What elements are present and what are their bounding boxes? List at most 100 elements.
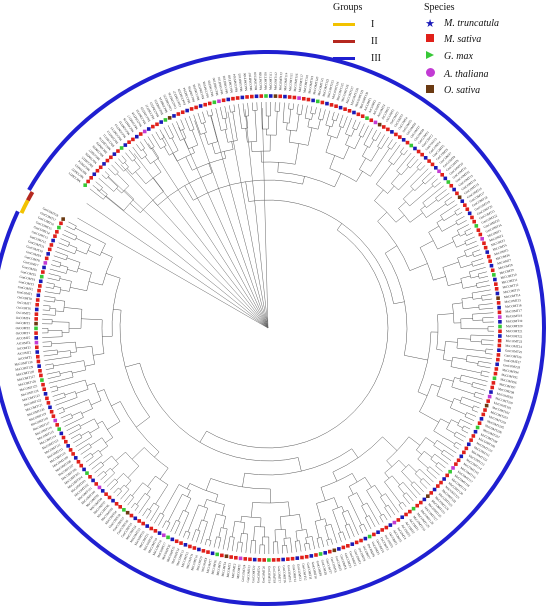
leaf-label: MsCOMT123: [326, 79, 335, 98]
leaf-marker: [71, 452, 75, 456]
leaf-marker: [489, 390, 493, 394]
leaf-label: MsCOMT115: [288, 73, 294, 92]
leaf-label: MtCOMT5: [216, 560, 223, 575]
leaf-marker: [100, 489, 105, 493]
leaf-marker: [123, 143, 128, 147]
leaf-marker: [34, 321, 38, 326]
leaf-label: MsCOMT99: [496, 392, 513, 401]
leaf-marker: [49, 243, 54, 247]
leaf-marker: [492, 376, 497, 381]
leaf-marker: [206, 550, 210, 554]
leaf-marker: [36, 293, 41, 298]
leaf-label: MsCOMT129: [15, 365, 34, 372]
leaf-label: MtCOMT4: [221, 561, 228, 576]
leaf-label: GmCOMT3: [18, 280, 34, 287]
leaf-marker: [42, 265, 46, 270]
leaf-marker: [464, 446, 469, 451]
leaf-marker: [176, 112, 181, 116]
leaf-marker: [360, 114, 365, 119]
leaf-label: GmCOMT14: [33, 225, 51, 236]
leaf-marker: [401, 138, 406, 142]
leaf-label: MsCOMT21: [506, 329, 523, 333]
leaf-marker: [271, 558, 276, 562]
leaf-marker: [338, 105, 343, 110]
leaf-label: GmCOMT21: [256, 565, 261, 583]
leaf-label: AtCOMT2: [368, 99, 378, 114]
leaf-marker: [332, 548, 337, 553]
leaf-label: MsCOMT103: [227, 74, 234, 93]
leaf-label: MsCOMT20: [506, 324, 523, 328]
leaf-label: MtCOMT7: [497, 258, 512, 266]
leaf-label: GmCOMT14: [291, 564, 297, 582]
leaf-label: AtCOMT3: [400, 524, 411, 538]
leaf-label: MsCOMT124: [331, 81, 340, 100]
leaf-marker: [304, 554, 309, 559]
leaf-label: AtCOMT3: [372, 101, 382, 116]
leaf-label: OsCOMT4: [16, 316, 31, 321]
leaf-marker: [493, 277, 497, 282]
leaf-marker: [419, 500, 423, 505]
leaf-marker: [252, 557, 257, 562]
leaf-marker: [119, 146, 124, 150]
square-icon: [424, 85, 436, 96]
leaf-marker: [203, 102, 207, 107]
leaf-label: GmCOMT21: [478, 209, 495, 221]
leaf-marker: [420, 152, 424, 157]
leaf-marker: [343, 107, 347, 111]
leaf-label: GmCOMT25: [162, 94, 173, 112]
leaf-label: MsCOMT19: [506, 319, 523, 323]
leaf-marker: [125, 510, 130, 515]
leaf-marker: [479, 417, 484, 421]
leaf-marker: [400, 515, 405, 520]
leaf-marker: [38, 284, 42, 288]
leaf-marker: [170, 537, 175, 542]
leaf-label: OsCOMT6: [405, 122, 417, 136]
leaf-marker: [497, 348, 501, 353]
leaf-label: MsCOMT129: [354, 89, 365, 108]
leaf-marker: [109, 155, 113, 160]
leaf-label: MsCOMT96: [500, 377, 517, 385]
leaf-marker: [287, 95, 292, 99]
leaf-label: MsCOMT21: [138, 532, 150, 549]
leaf-label: GmCOMT11: [27, 239, 45, 249]
leaf-marker: [34, 307, 39, 312]
leaf-marker: [43, 392, 48, 396]
leaf-marker: [301, 96, 306, 101]
species-legend-label: A. thaliana: [444, 68, 489, 80]
leaf-label: MsCOMT118: [302, 74, 309, 93]
leaf-label: OsCOMT1: [385, 108, 396, 123]
leaf-label: MsCOMT120: [312, 76, 320, 95]
species-legend-item-1: ★ M. truncatula: [424, 17, 499, 30]
leaf-marker: [95, 168, 100, 173]
leaf-marker: [141, 521, 145, 526]
leaf-label: MsCOMT16: [161, 544, 172, 561]
leaf-label: GmCOMT15: [287, 565, 292, 583]
leaf-marker: [408, 509, 412, 514]
leaf-marker: [416, 149, 421, 154]
leaf-marker: [145, 524, 150, 528]
leaf-label: GmCOMT22: [251, 565, 256, 583]
leaf-marker: [34, 340, 39, 345]
leaf-marker: [73, 456, 78, 460]
leaf-marker: [38, 368, 42, 373]
leaf-marker: [352, 110, 356, 115]
leaf-label: GmCOMT2: [17, 285, 33, 292]
leaf-label: MsCOMT104: [232, 74, 238, 93]
group-legend-item-3: III: [333, 53, 381, 64]
leaf-label: GmCOMT10: [311, 561, 318, 579]
leaf-label: GmCOMT10: [26, 244, 44, 253]
leaf-label: MsCOMT102: [222, 75, 229, 94]
leaf-label: MsCOMT96: [192, 84, 201, 101]
leaf-label: GmCOMT26: [167, 92, 177, 110]
leaf-marker: [192, 546, 197, 550]
leaf-label: GmCOMT11: [306, 562, 313, 580]
leaf-marker: [41, 270, 45, 274]
leaf-marker: [44, 256, 49, 261]
leaf-marker: [268, 94, 273, 98]
leaf-marker: [55, 423, 59, 427]
leaf-label: MsCOMT17: [156, 541, 167, 558]
species-legend-label: M. sativa: [444, 34, 482, 45]
leaf-marker: [264, 94, 268, 98]
leaf-label: GmCOMT20: [262, 566, 266, 584]
leaf-marker: [231, 96, 235, 101]
